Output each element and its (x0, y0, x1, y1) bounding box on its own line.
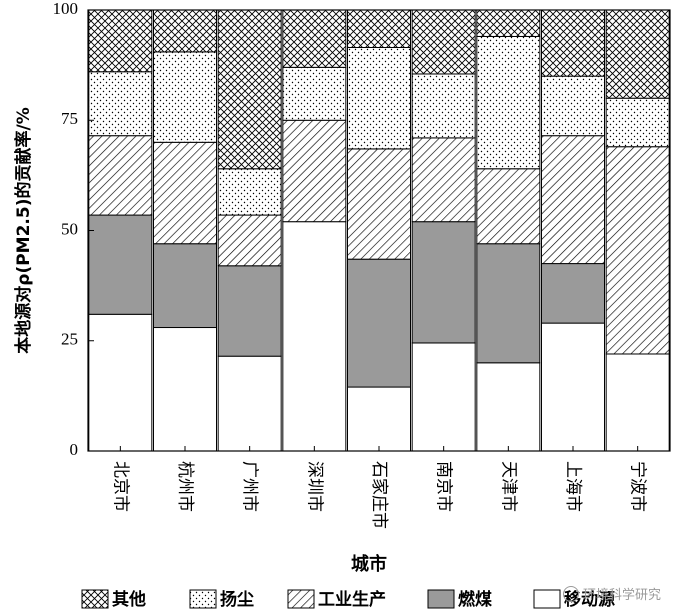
x-tick-label: 杭州市 (175, 461, 195, 512)
bar-segment (347, 386, 411, 452)
bar-segment (88, 9, 153, 73)
x-tick-label: 广州市 (240, 461, 260, 512)
bar-segment (605, 353, 670, 452)
x-tick-label: 上海市 (563, 461, 583, 512)
bar-segment (282, 221, 347, 452)
legend-swatch (287, 589, 315, 609)
bar-segment (476, 243, 541, 364)
bar-segment (541, 263, 605, 324)
plot-area (88, 9, 670, 452)
bar-segment (541, 75, 605, 137)
bar-segment (476, 9, 541, 37)
bar-segment (411, 9, 476, 75)
bar-segment (347, 258, 411, 388)
bar-segment (88, 135, 153, 216)
bar-segment (153, 9, 217, 53)
bar-segment (217, 214, 282, 267)
bar-segment (217, 9, 282, 170)
y-tick-label: 0 (70, 440, 79, 459)
x-tick-label: 石家庄市 (369, 461, 389, 529)
x-tick-label: 宁波市 (628, 461, 648, 512)
bar-segment (476, 168, 541, 245)
legend-swatch (533, 589, 561, 609)
bar-segment (88, 313, 153, 452)
bar-segment (88, 214, 153, 315)
bar-segment (282, 66, 347, 121)
legend-swatch (427, 589, 455, 609)
bar-segment (541, 322, 605, 452)
legend-label: 扬尘 (220, 589, 254, 610)
bar-segment (282, 119, 347, 223)
bar-segment (347, 9, 411, 48)
bar-segment (605, 97, 670, 148)
y-tick-label: 100 (53, 0, 79, 18)
bar-segment (153, 327, 217, 452)
bar-segment (411, 342, 476, 452)
bar-segment (347, 148, 411, 260)
x-tick-label: 南京市 (434, 461, 454, 512)
bar-segment (411, 137, 476, 223)
y-tick-label: 75 (61, 109, 78, 128)
bar-segment (217, 265, 282, 357)
bar-segment (217, 355, 282, 452)
bar-segment (411, 221, 476, 344)
legend-swatch (81, 589, 109, 609)
bar-segment (217, 168, 282, 216)
bar-segment (153, 141, 217, 245)
legend-label: 工业生产 (318, 589, 386, 610)
y-tick-label: 50 (61, 219, 78, 238)
legend-label: 其他 (112, 589, 146, 610)
wechat-icon (562, 586, 579, 602)
y-axis-label: 本地源对ρ(PM2.5)的贡献率/% (13, 107, 34, 353)
watermark: 环境科学研究 (562, 584, 661, 603)
bar-segment (541, 9, 605, 77)
bar-segment (88, 71, 153, 137)
x-tick-label: 北京市 (110, 461, 130, 512)
bar-segment (347, 46, 411, 150)
bar-segment (541, 135, 605, 265)
bar-segment (605, 9, 670, 99)
x-axis-label: 城市 (351, 553, 387, 575)
x-tick-label: 深圳市 (304, 461, 324, 512)
watermark-text: 环境科学研究 (582, 588, 661, 603)
bar-segment (153, 243, 217, 329)
bar-segment (605, 146, 670, 355)
y-tick-label: 25 (61, 330, 78, 349)
bar-segment (476, 35, 541, 170)
axes: 北京市 杭州市 广州市 深圳市 石家庄市 南京市 天津市 上海市 宁波市 0 25 50 75 100 本地… (13, 0, 671, 575)
bar-segment (476, 362, 541, 452)
legend: 其他 扬尘 工业生产 燃煤 移动源 (81, 589, 615, 610)
bar-segment (411, 73, 476, 139)
bar-segment (153, 51, 217, 143)
bar-segment (282, 9, 347, 68)
x-tick-label: 天津市 (498, 461, 518, 512)
legend-label: 燃煤 (458, 589, 492, 610)
legend-swatch (189, 589, 217, 609)
